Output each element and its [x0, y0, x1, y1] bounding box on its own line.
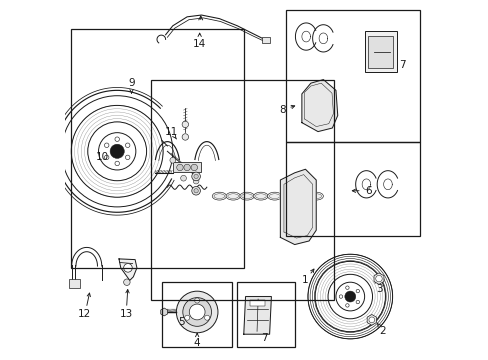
Circle shape [193, 178, 199, 184]
Text: 13: 13 [119, 310, 133, 319]
Ellipse shape [225, 192, 240, 200]
Circle shape [184, 315, 189, 320]
Text: 14: 14 [193, 39, 206, 49]
Text: 7: 7 [261, 333, 267, 343]
Bar [237, 282, 294, 347]
Circle shape [339, 295, 342, 298]
Circle shape [191, 186, 200, 195]
Text: 5: 5 [178, 317, 184, 327]
Polygon shape [244, 297, 271, 334]
Ellipse shape [253, 192, 267, 200]
Circle shape [115, 161, 119, 166]
Bar [367, 36, 392, 68]
Circle shape [123, 264, 132, 272]
Ellipse shape [281, 192, 295, 200]
Bar [173, 162, 201, 172]
Circle shape [345, 304, 348, 307]
Ellipse shape [212, 192, 226, 200]
Text: 2: 2 [379, 325, 385, 336]
Circle shape [183, 298, 211, 326]
Text: 6: 6 [364, 186, 371, 196]
Circle shape [345, 286, 348, 289]
Polygon shape [119, 259, 137, 280]
Bar [250, 300, 265, 306]
Polygon shape [301, 80, 337, 132]
Polygon shape [280, 169, 316, 244]
Circle shape [123, 279, 130, 285]
Circle shape [204, 315, 209, 320]
Circle shape [182, 121, 188, 128]
Circle shape [104, 143, 109, 148]
Text: 1: 1 [302, 275, 308, 285]
Circle shape [355, 300, 359, 304]
Text: 7: 7 [398, 60, 405, 70]
Text: 9: 9 [128, 78, 135, 88]
Circle shape [355, 289, 359, 293]
Bar [69, 279, 80, 288]
Bar [70, 30, 244, 268]
Circle shape [125, 143, 130, 148]
Circle shape [115, 137, 119, 141]
Circle shape [194, 174, 198, 179]
Circle shape [191, 172, 200, 181]
Circle shape [368, 317, 374, 323]
Bar [162, 282, 231, 347]
Circle shape [169, 157, 175, 163]
Circle shape [110, 144, 124, 158]
Circle shape [183, 164, 190, 171]
Polygon shape [373, 273, 383, 284]
Bar [151, 80, 333, 300]
Bar [261, 37, 269, 43]
Circle shape [191, 164, 197, 171]
Circle shape [176, 291, 218, 333]
Ellipse shape [267, 192, 281, 200]
Bar [364, 31, 396, 72]
Text: 12: 12 [78, 310, 91, 319]
Bar [285, 142, 419, 235]
Circle shape [88, 122, 146, 181]
Circle shape [194, 298, 199, 303]
Polygon shape [366, 315, 376, 325]
Text: 3: 3 [375, 284, 382, 294]
Circle shape [104, 155, 109, 159]
Circle shape [194, 189, 198, 193]
Circle shape [125, 155, 130, 159]
Circle shape [344, 291, 355, 302]
Circle shape [327, 274, 372, 319]
Text: 10: 10 [96, 152, 109, 162]
Ellipse shape [240, 192, 254, 200]
Ellipse shape [295, 192, 309, 200]
Circle shape [375, 275, 382, 282]
Bar [285, 10, 419, 142]
Circle shape [99, 133, 136, 170]
Polygon shape [161, 308, 167, 316]
Text: 4: 4 [193, 338, 200, 348]
Circle shape [335, 282, 364, 311]
Ellipse shape [308, 192, 323, 200]
Circle shape [182, 134, 188, 140]
Text: 8: 8 [278, 105, 285, 115]
Circle shape [180, 175, 186, 181]
Circle shape [189, 304, 204, 320]
Text: 11: 11 [164, 127, 177, 136]
Circle shape [176, 164, 183, 171]
